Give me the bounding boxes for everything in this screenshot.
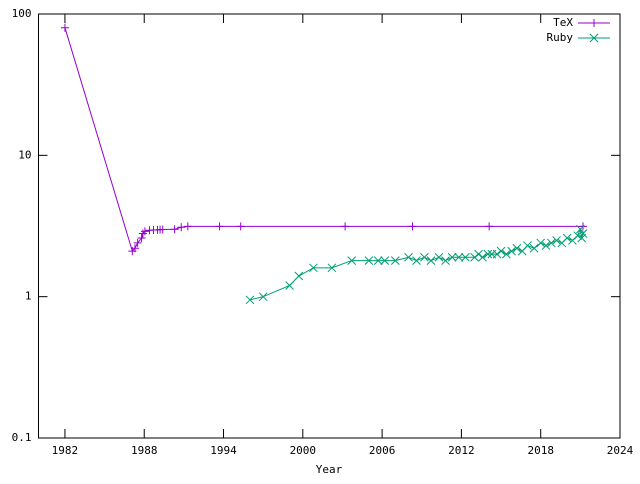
point [412, 256, 421, 265]
y-tick-label: 1 [25, 290, 32, 303]
x-tick-label: 2024 [607, 444, 634, 457]
point [347, 256, 357, 265]
legend-marker [589, 33, 599, 43]
point [294, 271, 304, 281]
point [341, 222, 350, 231]
point [483, 249, 493, 259]
point [285, 281, 294, 290]
point [420, 252, 429, 262]
point [404, 252, 413, 262]
point [408, 222, 417, 231]
point [454, 252, 464, 262]
point [258, 292, 268, 302]
point [461, 252, 470, 262]
point [158, 225, 167, 234]
series-line [249, 227, 584, 301]
point [575, 224, 585, 234]
series-line [64, 27, 583, 253]
plot-frame [38, 13, 621, 439]
x-tick-label: 1988 [131, 444, 158, 457]
y-tick-label: 100 [12, 7, 32, 20]
point [373, 256, 383, 265]
point [562, 233, 572, 243]
point [327, 263, 337, 273]
x-tick-label: 1994 [210, 444, 237, 457]
point [474, 249, 483, 259]
x-tick-label: 2006 [369, 444, 396, 457]
legend-label: Ruby [547, 31, 574, 44]
point [512, 243, 522, 253]
point [137, 234, 146, 243]
x-tick-label: 2018 [527, 444, 554, 457]
point [478, 252, 487, 262]
point [501, 249, 511, 259]
point [541, 241, 551, 250]
point [496, 246, 506, 256]
legend-marker [590, 19, 598, 27]
point [578, 229, 588, 238]
point [485, 222, 494, 231]
legend-label: TeX [553, 16, 573, 29]
point [447, 252, 457, 262]
x-tick-label: 2000 [290, 444, 317, 457]
x-tick-label: 2012 [448, 444, 475, 457]
point [523, 241, 532, 250]
point [470, 252, 479, 262]
x-tick-label: 1982 [52, 444, 79, 457]
point [390, 256, 400, 265]
point [426, 256, 436, 265]
y-tick-label: 10 [18, 148, 31, 161]
point [573, 231, 583, 241]
point [133, 238, 142, 247]
point [552, 236, 561, 245]
point [170, 225, 179, 234]
point [492, 249, 502, 259]
point [380, 256, 390, 265]
x-axis-label: Year [316, 463, 343, 476]
point [130, 244, 139, 253]
point [236, 222, 245, 231]
point [546, 238, 556, 248]
point [138, 229, 147, 238]
point [215, 222, 224, 231]
point [60, 23, 69, 32]
point [183, 222, 192, 231]
point [364, 256, 374, 265]
point [536, 238, 546, 248]
point [140, 227, 149, 236]
point [529, 243, 539, 253]
point [441, 256, 450, 265]
point [245, 295, 255, 305]
point [177, 223, 186, 232]
point [434, 252, 444, 262]
y-tick-label: 0.1 [12, 431, 32, 444]
point [507, 246, 516, 256]
point [309, 263, 318, 273]
